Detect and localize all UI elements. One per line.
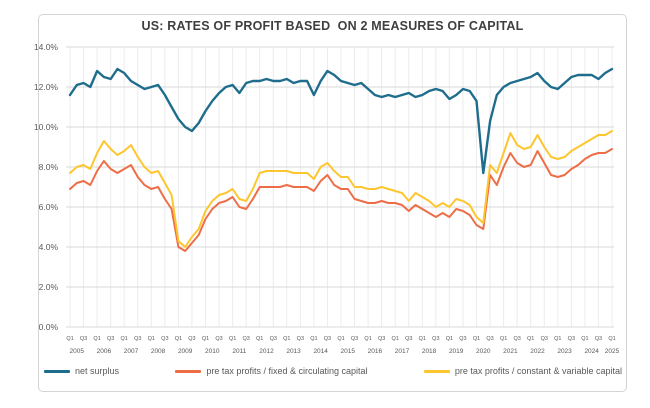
year-label: 2021: [503, 348, 518, 355]
x-tick-label: Q3: [541, 336, 548, 342]
series-line-1: [68, 67, 614, 175]
y-axis-tick-labels: 0.0% 2.0% 4.0% 6.0% 8.0% 10.0% 12.0% 14.0%: [34, 42, 59, 332]
year-label: 2020: [476, 348, 491, 355]
year-label: 2005: [70, 348, 85, 355]
year-label: 2009: [178, 348, 193, 355]
x-tick-label: Q1: [121, 336, 128, 342]
x-tick-label: Q1: [527, 336, 534, 342]
x-tick-label: Q1: [392, 336, 399, 342]
x-tick-label: Q1: [419, 336, 426, 342]
y-tick-label: 12.0%: [34, 82, 59, 92]
legend-label: pre tax profits / fixed & circulating ca…: [206, 366, 368, 376]
gridlines-vertical: [69, 47, 613, 327]
x-tick-label: Q3: [297, 336, 304, 342]
x-tick-label: Q3: [134, 336, 141, 342]
x-tick-label: Q1: [283, 336, 290, 342]
x-tick-label: Q1: [148, 336, 155, 342]
year-label: 2019: [449, 348, 464, 355]
chart-legend: net surplus pre tax profits / fixed & cir…: [44, 366, 622, 376]
x-tick-label: Q3: [405, 336, 412, 342]
x-tick-label: Q1: [364, 336, 371, 342]
x-tick-label: Q3: [459, 336, 466, 342]
year-label: 2024: [584, 348, 599, 355]
year-label: 2025: [605, 348, 620, 355]
year-label: 2013: [286, 348, 301, 355]
x-tick-label: Q3: [324, 336, 331, 342]
year-label: 2017: [395, 348, 410, 355]
year-label: 2007: [124, 348, 139, 355]
year-label: 2023: [557, 348, 572, 355]
x-tick-label: Q3: [513, 336, 520, 342]
x-tick-label: Q3: [378, 336, 385, 342]
y-tick-label: 14.0%: [34, 42, 59, 52]
year-label: 2016: [368, 348, 383, 355]
year-label: 2022: [530, 348, 545, 355]
x-tick-label: Q3: [432, 336, 439, 342]
x-tick-label: Q3: [188, 336, 195, 342]
legend-item[interactable]: pre tax profits / constant & variable ca…: [423, 366, 622, 376]
series-line-2: [69, 148, 613, 252]
year-label: 2010: [205, 348, 220, 355]
y-tick-label: 0.0%: [39, 322, 59, 332]
x-tick-label: Q1: [337, 336, 344, 342]
legend-label: net surplus: [75, 366, 120, 376]
x-tick-label: Q1: [256, 336, 263, 342]
chart-title: US: RATES OF PROFIT BASED ON 2 MEASURES …: [141, 19, 524, 33]
y-tick-label: 2.0%: [39, 282, 59, 292]
legend-item[interactable]: pre tax profits / fixed & circulating ca…: [175, 366, 368, 376]
year-label: 2014: [313, 348, 328, 355]
legend-line-swatch: [175, 369, 202, 373]
legend-item[interactable]: net surplus: [44, 366, 119, 376]
series-line-3: [69, 130, 613, 248]
legend-line-swatch: [423, 369, 450, 373]
x-tick-label: Q1: [446, 336, 453, 342]
legend-line-swatch: [44, 369, 70, 373]
x-tick-label: Q1: [608, 336, 615, 342]
x-tick-label: Q3: [242, 336, 249, 342]
x-tick-label: Q3: [486, 336, 493, 342]
year-label: 2012: [259, 348, 274, 355]
x-tick-label: Q1: [500, 336, 507, 342]
x-tick-label: Q1: [202, 336, 209, 342]
x-tick-label: Q1: [93, 336, 100, 342]
y-tick-label: 8.0%: [39, 162, 59, 172]
x-tick-label: Q3: [568, 336, 575, 342]
x-tick-label: Q3: [161, 336, 168, 342]
x-tick-label: Q1: [310, 336, 317, 342]
x-tick-label: Q1: [581, 336, 588, 342]
legend-label: pre tax profits / constant & variable ca…: [454, 366, 622, 376]
year-label: 2015: [341, 348, 356, 355]
year-label: 2018: [422, 348, 437, 355]
y-tick-label: 4.0%: [39, 242, 59, 252]
x-axis-year-labels: 2005 2006 2007 2008 2009 2010 2011 2012 2013 2014…: [70, 348, 620, 355]
x-tick-label: Q3: [215, 336, 222, 342]
year-label: 2011: [232, 348, 246, 355]
data-series-lines: [68, 67, 614, 252]
x-axis-quarter-labels: Q1 Q3 Q1 Q3 Q1 Q3 Q1 Q3 Q1 Q3 Q1 Q3 Q1 Q3 Q1 Q3 Q1 Q3 Q1 Q3…: [66, 336, 615, 342]
y-tick-label: 10.0%: [34, 122, 59, 132]
y-tick-label: 6.0%: [39, 202, 59, 212]
x-tick-label: Q3: [351, 336, 358, 342]
x-tick-label: Q3: [107, 336, 114, 342]
x-tick-label: Q3: [595, 336, 602, 342]
x-tick-label: Q1: [175, 336, 182, 342]
x-tick-label: Q3: [80, 336, 87, 342]
x-tick-label: Q1: [554, 336, 561, 342]
x-tick-label: Q1: [473, 336, 480, 342]
x-tick-label: Q1: [229, 336, 236, 342]
x-tick-label: Q3: [270, 336, 277, 342]
year-label: 2006: [97, 348, 112, 355]
x-tick-label: Q1: [66, 336, 73, 342]
year-label: 2008: [151, 348, 166, 355]
